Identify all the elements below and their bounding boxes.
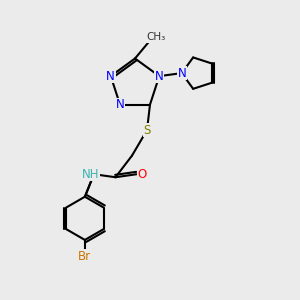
Text: S: S — [143, 124, 151, 136]
Text: N: N — [116, 98, 124, 111]
Text: N: N — [177, 67, 186, 80]
Text: CH₃: CH₃ — [146, 32, 166, 43]
Text: NH: NH — [82, 168, 100, 181]
Text: N: N — [106, 70, 115, 83]
Text: N: N — [155, 70, 164, 83]
Text: O: O — [138, 168, 147, 181]
Text: Br: Br — [78, 250, 92, 263]
